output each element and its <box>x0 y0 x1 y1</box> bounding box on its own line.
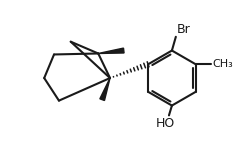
Text: CH₃: CH₃ <box>212 59 233 69</box>
Text: HO: HO <box>155 117 175 130</box>
Polygon shape <box>100 78 110 100</box>
Polygon shape <box>98 48 124 53</box>
Text: Br: Br <box>177 23 191 36</box>
